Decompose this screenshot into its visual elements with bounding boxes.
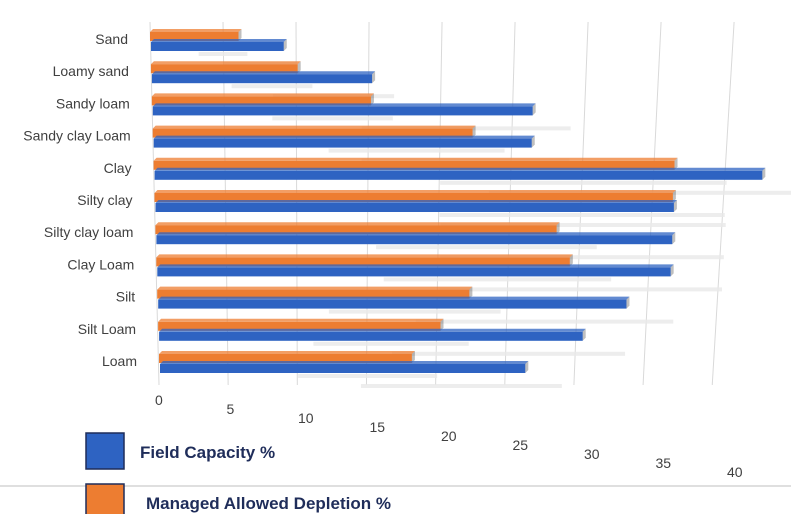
bar-shadow (328, 309, 501, 314)
bar-field-capacity (151, 39, 287, 51)
category-label: Sandy loam (56, 95, 130, 111)
bar-shadow (439, 287, 722, 292)
bar-shadow (231, 84, 313, 89)
bar-managed-allowed-depletion (152, 125, 476, 138)
tick-label: 0 (155, 392, 163, 408)
bars (150, 29, 766, 373)
legend-label: Managed Allowed Depletion % (146, 494, 391, 513)
tick-label: 30 (584, 446, 600, 462)
category-label: Clay (104, 160, 132, 176)
legend-label: Field Capacity % (140, 443, 275, 462)
bar-field-capacity (153, 135, 535, 148)
bar-shadow (439, 213, 725, 217)
bar-shadow (376, 245, 597, 250)
bar-field-capacity (158, 296, 630, 309)
tick-label: 5 (227, 401, 235, 417)
bar-field-capacity (160, 361, 529, 373)
category-label: Loamy sand (53, 63, 129, 79)
bar-managed-allowed-depletion (155, 222, 560, 235)
legend-item: Field Capacity % (85, 432, 275, 470)
bar-field-capacity (159, 328, 586, 341)
bar-shadow (198, 52, 248, 56)
category-label: Silty clay loam (44, 224, 133, 240)
bar-managed-allowed-depletion (159, 351, 415, 363)
tick-label: 25 (513, 437, 529, 453)
gridline (711, 21, 735, 386)
bar-shadow (440, 180, 727, 185)
category-label: Sandy clay Loam (23, 128, 130, 144)
bar-field-capacity (151, 71, 376, 84)
bar-managed-allowed-depletion (150, 29, 242, 41)
bar-shadow (298, 374, 438, 378)
bar-field-capacity (155, 200, 677, 212)
legend: Field Capacity % Managed Allowed Depletio… (0, 432, 791, 514)
tick-label: 10 (298, 410, 314, 426)
category-label: Sand (95, 31, 128, 47)
bar-shadow (328, 148, 505, 153)
bar-managed-allowed-depletion (153, 157, 678, 170)
category-label: Silt (116, 289, 136, 305)
bar-managed-allowed-depletion (150, 61, 301, 74)
gridline (149, 21, 160, 386)
bar-managed-allowed-depletion (158, 318, 444, 331)
legend-swatch (85, 432, 125, 470)
category-labels: Sand Loamy sand Sandy loam Sandy clay Loam C… (23, 31, 137, 369)
category-label: Clay Loam (67, 256, 134, 272)
tick-label: 35 (656, 455, 672, 471)
bar-managed-allowed-depletion (151, 93, 374, 106)
legend-swatch (85, 483, 125, 514)
category-label: Silty clay (77, 192, 132, 208)
bar-shadow (383, 277, 612, 282)
bar-field-capacity (156, 232, 676, 245)
bar-shadow (360, 384, 562, 388)
bar-shadow (272, 116, 393, 121)
bar-shadow (392, 351, 626, 356)
bar-shadow (415, 319, 674, 324)
bar-field-capacity (154, 167, 766, 180)
tick-label: 40 (727, 464, 743, 480)
category-label: Loam (102, 353, 137, 369)
tick-labels: 0 5 10 15 20 25 30 35 40 (155, 392, 743, 480)
bar-managed-allowed-depletion (156, 254, 573, 267)
bar-managed-allowed-depletion (154, 190, 676, 202)
tick-label: 15 (370, 419, 386, 435)
bar-field-capacity (152, 103, 536, 116)
legend-item: Managed Allowed Depletion % (85, 483, 391, 514)
bar-shadow (440, 255, 724, 260)
bar-shadow (313, 341, 469, 346)
bar-shadow (440, 223, 726, 227)
tick-label: 20 (441, 428, 457, 444)
category-label: Silt Loam (78, 321, 136, 337)
bar-managed-allowed-depletion (157, 286, 473, 299)
bar-field-capacity (157, 264, 674, 277)
